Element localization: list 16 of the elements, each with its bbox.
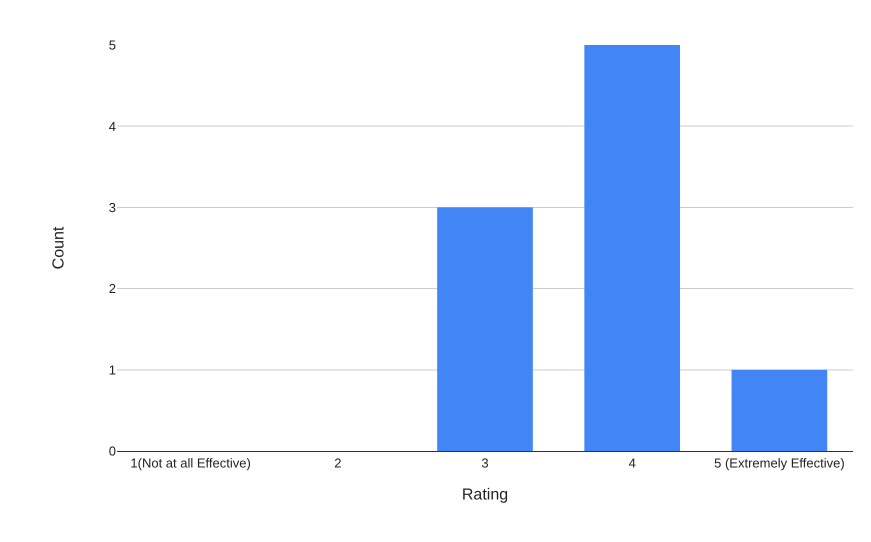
y-tick-label: 5	[108, 38, 116, 53]
y-tick-label: 3	[108, 200, 116, 215]
y-tick-label: 1	[108, 362, 116, 378]
y-tick-label: 2	[108, 281, 116, 296]
x-tick-label: 2	[334, 456, 342, 471]
bar	[732, 370, 828, 451]
x-tick-label: 1(Not at all Effective)	[130, 456, 251, 471]
bar	[437, 207, 533, 451]
y-tick-label: 4	[108, 118, 116, 134]
x-tick-label: 5 (Extremely Effective)	[714, 456, 845, 471]
x-axis-title: Rating	[462, 486, 508, 504]
bar	[584, 45, 680, 451]
y-axis-title: Count	[50, 226, 68, 270]
x-tick-label: 3	[481, 456, 489, 471]
y-tick-label: 0	[108, 444, 116, 459]
x-tick-label: 4	[628, 456, 636, 471]
